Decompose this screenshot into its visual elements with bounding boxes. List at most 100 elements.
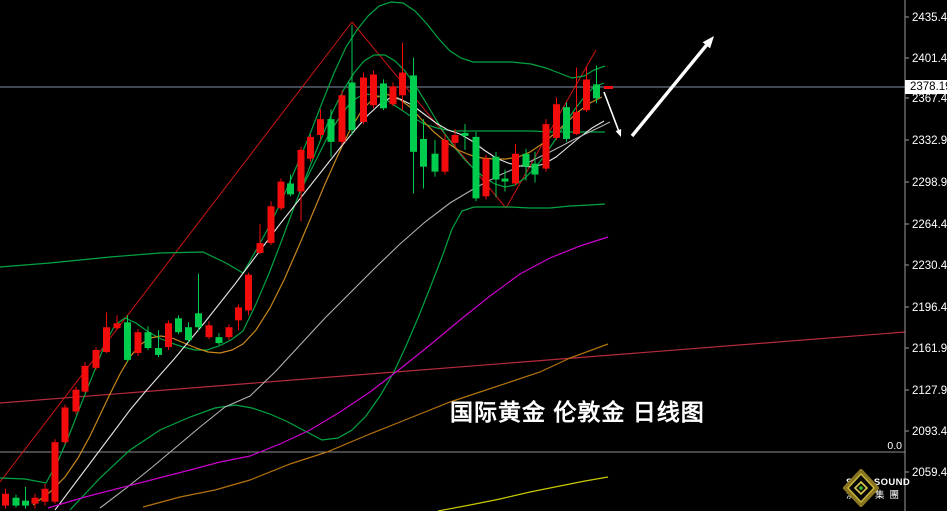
candle xyxy=(501,169,509,192)
candle xyxy=(215,333,223,346)
current-price-axis-label: 2378.19 xyxy=(905,80,947,94)
candle xyxy=(360,72,367,125)
candle xyxy=(195,273,202,331)
candle-body xyxy=(22,500,29,506)
candles xyxy=(2,24,600,509)
candle xyxy=(134,329,142,356)
candle-body xyxy=(195,313,202,328)
candle xyxy=(317,109,324,139)
candle xyxy=(553,97,560,140)
candle-body xyxy=(225,327,233,338)
candle-body xyxy=(348,82,356,131)
price-axis-label: 2127.90 xyxy=(912,385,947,397)
dark-orange-ma-line xyxy=(142,343,609,508)
candle xyxy=(431,139,439,177)
band-lower-line xyxy=(69,203,606,511)
candle xyxy=(327,109,335,157)
candle-body xyxy=(431,153,439,172)
candle xyxy=(31,493,39,509)
red-trendline-up-2 xyxy=(505,49,597,209)
candle xyxy=(245,272,252,316)
price-axis-label: 2161.90 xyxy=(912,343,947,355)
candle-body xyxy=(583,79,590,111)
candle-body xyxy=(472,136,480,199)
candle xyxy=(287,174,294,197)
candle-body xyxy=(277,181,285,209)
candle xyxy=(61,404,69,445)
candle xyxy=(370,70,377,109)
candle-body xyxy=(380,83,387,109)
price-axis-label: 2367.40 xyxy=(912,93,947,105)
candle xyxy=(81,361,89,393)
arrow-head xyxy=(702,36,714,49)
candle xyxy=(103,312,110,354)
candle xyxy=(307,134,314,162)
red-trendline-up-1 xyxy=(0,21,353,483)
candle xyxy=(41,483,49,506)
candle xyxy=(338,90,346,145)
candle xyxy=(461,124,469,150)
candle xyxy=(267,201,275,245)
candle-body xyxy=(338,95,346,142)
candle-body xyxy=(61,407,69,443)
candle xyxy=(22,486,29,509)
candle-body xyxy=(165,323,172,348)
yellow-ma-line xyxy=(437,476,609,511)
candle xyxy=(72,386,80,415)
candle xyxy=(389,82,397,107)
candle-body xyxy=(235,307,242,321)
candle xyxy=(380,79,387,111)
candle xyxy=(165,320,172,350)
gray-ma-line xyxy=(99,121,611,509)
price-axis-label: 2332.90 xyxy=(912,135,947,147)
chart-title-watermark: 国际黄金 伦敦金 日线图 xyxy=(450,399,705,425)
candle-body xyxy=(2,493,9,506)
candle xyxy=(155,330,162,358)
candle xyxy=(205,321,213,340)
candle-body xyxy=(573,112,580,135)
candle xyxy=(124,315,131,362)
white-ma-line xyxy=(54,97,605,511)
candle-body xyxy=(124,322,131,360)
diamond-logo-icon xyxy=(843,469,879,507)
candle xyxy=(277,178,285,211)
candle-body xyxy=(175,318,182,333)
candle xyxy=(593,65,600,104)
candle-body xyxy=(92,349,100,368)
candle xyxy=(225,324,233,341)
candle-body xyxy=(215,337,223,344)
candle xyxy=(573,67,580,135)
candle-body xyxy=(399,72,406,96)
arrow-shaft xyxy=(630,42,709,138)
candle-body xyxy=(185,327,192,341)
candle xyxy=(441,134,449,175)
candle-body xyxy=(103,327,110,353)
rally-arrow xyxy=(630,36,714,138)
candle xyxy=(512,143,519,186)
candle xyxy=(492,151,500,198)
candle-body xyxy=(144,332,152,349)
candle xyxy=(297,146,305,222)
candle-body xyxy=(81,365,89,392)
band-upper-line xyxy=(0,1,606,274)
candle xyxy=(420,119,427,189)
candle-body xyxy=(327,119,335,142)
candle-body xyxy=(531,163,539,175)
candle-body xyxy=(461,132,469,136)
candle-body xyxy=(451,134,459,143)
candle-body xyxy=(370,74,377,106)
arrow-head xyxy=(615,129,622,137)
candle-body xyxy=(113,323,121,329)
red-trendline-down xyxy=(351,21,507,209)
candle xyxy=(399,42,406,111)
long-crimson-trendline xyxy=(0,331,906,404)
magenta-ma-line xyxy=(47,236,609,509)
candle-body xyxy=(12,497,20,506)
candle xyxy=(2,488,9,509)
candle-body xyxy=(287,183,294,195)
candle-body xyxy=(593,84,600,99)
candle-body xyxy=(522,153,530,167)
candle xyxy=(12,494,20,508)
